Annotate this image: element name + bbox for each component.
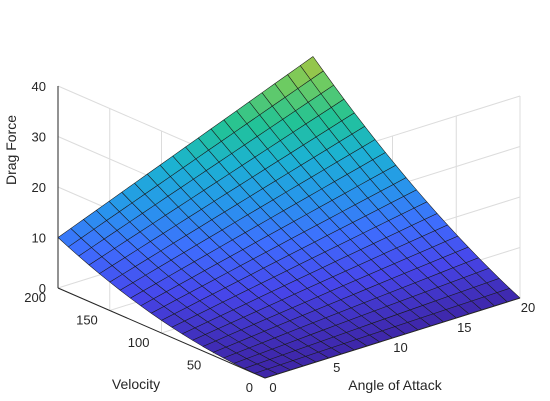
- y-tick-label: 150: [76, 313, 98, 328]
- y-tick-label: 0: [246, 380, 253, 395]
- x-tick-label: 20: [521, 300, 535, 315]
- z-tick-label: 20: [32, 180, 46, 195]
- y-tick-label: 100: [128, 335, 150, 350]
- label-layer: Drag Force Velocity Angle of Attack: [3, 115, 443, 393]
- y-tick-label: 200: [24, 290, 46, 305]
- z-tick-label: 30: [32, 130, 46, 145]
- y-axis-label: Velocity: [112, 376, 160, 392]
- y-axis-line: [57, 287, 266, 379]
- surface-layer: [57, 56, 521, 379]
- z-tick-label: 0: [39, 281, 46, 296]
- y-tick-label: 50: [187, 358, 201, 373]
- x-axis-line: [264, 297, 521, 379]
- x-tick-label: 0: [269, 380, 276, 395]
- z-axis-label: Drag Force: [3, 115, 19, 185]
- x-tick-label: 5: [333, 360, 340, 375]
- axis-layer: [57, 86, 521, 379]
- z-tick-label: 40: [32, 79, 46, 94]
- x-tick-label: 10: [393, 340, 407, 355]
- x-tick-label: 15: [457, 320, 471, 335]
- x-axis-label: Angle of Attack: [348, 377, 442, 393]
- z-tick-label: 10: [32, 231, 46, 246]
